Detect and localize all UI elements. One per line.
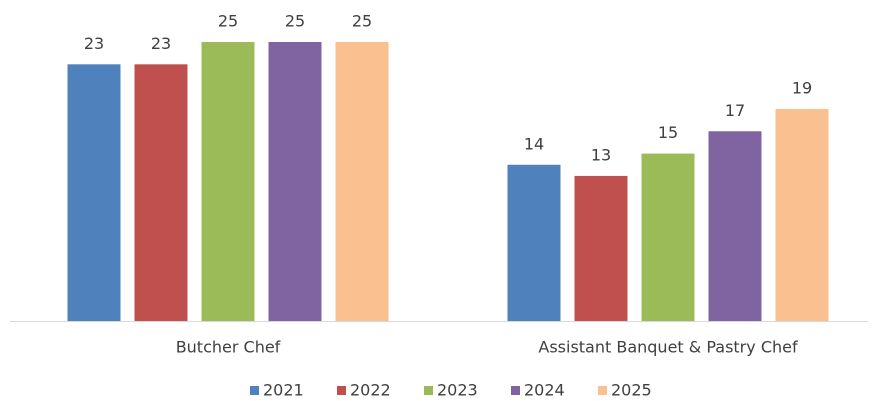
- legend-label: 2022: [350, 381, 391, 400]
- bar: [775, 108, 829, 322]
- data-label: 23: [151, 34, 171, 53]
- bar: [641, 153, 695, 321]
- legend-swatch: [250, 386, 259, 395]
- data-label: 25: [218, 12, 238, 31]
- legend-label: 2025: [611, 381, 652, 400]
- data-label: 25: [285, 12, 305, 31]
- data-label: 15: [658, 123, 678, 142]
- legend-swatch: [598, 386, 607, 395]
- data-label: 19: [792, 78, 812, 97]
- legend-swatch: [511, 386, 520, 395]
- data-label: 17: [725, 101, 745, 120]
- data-label: 14: [524, 134, 544, 153]
- x-tick-label: Assistant Banquet & Pastry Chef: [538, 338, 798, 357]
- legend-label: 2024: [524, 381, 565, 400]
- bar: [507, 164, 561, 321]
- data-label: 23: [84, 34, 104, 53]
- legend-swatch: [424, 386, 433, 395]
- data-label: 13: [591, 145, 611, 164]
- bar: [134, 64, 188, 321]
- bar: [67, 64, 121, 321]
- bar: [335, 42, 389, 321]
- x-tick-label: Butcher Chef: [176, 338, 281, 357]
- bar: [268, 42, 322, 321]
- legend-label: 2023: [437, 381, 478, 400]
- bar: [574, 175, 628, 321]
- data-label: 25: [352, 12, 372, 31]
- legend-label: 2021: [263, 381, 304, 400]
- bar: [708, 131, 762, 321]
- bar: [201, 42, 255, 321]
- legend-swatch: [337, 386, 346, 395]
